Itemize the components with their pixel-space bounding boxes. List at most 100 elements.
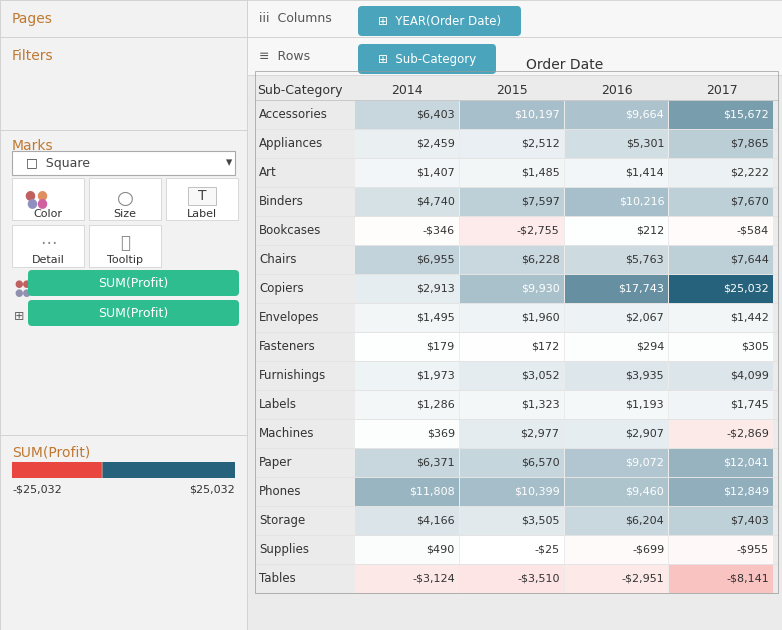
- Bar: [355, 536, 459, 564]
- Text: Label: Label: [187, 209, 217, 219]
- Bar: [101, 462, 103, 478]
- Text: 2016: 2016: [601, 84, 633, 97]
- Bar: [669, 391, 773, 419]
- Bar: [669, 449, 773, 477]
- Text: $12,849: $12,849: [723, 486, 769, 496]
- Bar: [565, 246, 669, 274]
- Text: ●: ●: [24, 188, 39, 202]
- Bar: [355, 188, 459, 216]
- Bar: [460, 536, 564, 564]
- Text: -$955: -$955: [737, 544, 769, 554]
- Text: ⊞  YEAR(Order Date): ⊞ YEAR(Order Date): [378, 14, 501, 28]
- Text: ⎕: ⎕: [120, 234, 130, 252]
- Text: $490: $490: [426, 544, 455, 554]
- Bar: [355, 333, 459, 361]
- FancyBboxPatch shape: [28, 270, 239, 296]
- Bar: [255, 71, 778, 593]
- Bar: [460, 275, 564, 303]
- Text: $10,197: $10,197: [514, 110, 559, 120]
- Text: SUM(Profit): SUM(Profit): [99, 277, 169, 290]
- Bar: [355, 101, 459, 129]
- Text: $6,228: $6,228: [521, 255, 559, 265]
- Text: $9,664: $9,664: [626, 110, 664, 120]
- FancyBboxPatch shape: [358, 44, 496, 74]
- Bar: [565, 362, 669, 390]
- Text: $6,403: $6,403: [416, 110, 455, 120]
- Bar: [669, 159, 773, 187]
- Bar: [669, 362, 773, 390]
- Text: Marks: Marks: [12, 139, 54, 153]
- Bar: [565, 478, 669, 506]
- Text: $369: $369: [427, 428, 455, 438]
- Text: Filters: Filters: [12, 49, 54, 63]
- Text: $1,442: $1,442: [730, 312, 769, 323]
- Bar: [89, 225, 161, 267]
- Bar: [565, 536, 669, 564]
- Text: ⊞  Sub-Category: ⊞ Sub-Category: [378, 52, 476, 66]
- Text: $3,052: $3,052: [521, 370, 559, 381]
- Text: $12,041: $12,041: [723, 457, 769, 467]
- Text: SUM(Profit): SUM(Profit): [12, 445, 90, 459]
- Bar: [0, 37, 247, 130]
- Text: $25,032: $25,032: [723, 284, 769, 294]
- Text: $4,740: $4,740: [416, 197, 455, 207]
- Text: $4,166: $4,166: [416, 515, 455, 525]
- Bar: [0, 435, 247, 630]
- Text: $15,672: $15,672: [723, 110, 769, 120]
- Bar: [12, 178, 84, 220]
- Text: □  Square: □ Square: [26, 156, 90, 169]
- Bar: [669, 507, 773, 535]
- Bar: [565, 565, 669, 593]
- Text: $3,935: $3,935: [626, 370, 664, 381]
- Text: $2,977: $2,977: [521, 428, 559, 438]
- Bar: [460, 304, 564, 332]
- Bar: [355, 478, 459, 506]
- Bar: [565, 420, 669, 448]
- Bar: [460, 101, 564, 129]
- Text: Binders: Binders: [259, 195, 304, 208]
- Text: $9,072: $9,072: [626, 457, 664, 467]
- Text: $2,907: $2,907: [626, 428, 664, 438]
- FancyBboxPatch shape: [358, 6, 521, 36]
- Bar: [0, 0, 247, 37]
- Text: -$3,510: -$3,510: [517, 573, 559, 583]
- Bar: [669, 275, 773, 303]
- Text: ●: ●: [37, 197, 48, 210]
- Text: $1,495: $1,495: [416, 312, 455, 323]
- Bar: [460, 246, 564, 274]
- Text: Accessories: Accessories: [259, 108, 328, 121]
- Text: $2,459: $2,459: [416, 139, 455, 149]
- Text: -$346: -$346: [422, 226, 455, 236]
- Text: Phones: Phones: [259, 485, 302, 498]
- Bar: [355, 565, 459, 593]
- Bar: [669, 420, 773, 448]
- Text: Supplies: Supplies: [259, 543, 309, 556]
- Text: -$25: -$25: [534, 544, 559, 554]
- Text: $6,371: $6,371: [416, 457, 455, 467]
- Text: $2,913: $2,913: [416, 284, 455, 294]
- Text: $7,597: $7,597: [521, 197, 559, 207]
- Text: $3,505: $3,505: [521, 515, 559, 525]
- Text: ●●: ●●: [14, 288, 31, 298]
- Bar: [103, 462, 235, 478]
- Bar: [460, 130, 564, 158]
- Bar: [669, 217, 773, 245]
- Text: $1,960: $1,960: [521, 312, 559, 323]
- Bar: [669, 130, 773, 158]
- Bar: [565, 159, 669, 187]
- Bar: [89, 178, 161, 220]
- Text: Machines: Machines: [259, 427, 314, 440]
- Bar: [247, 0, 782, 37]
- Bar: [460, 449, 564, 477]
- Text: Furnishings: Furnishings: [259, 369, 326, 382]
- Text: Storage: Storage: [259, 514, 305, 527]
- Bar: [565, 130, 669, 158]
- Text: $10,399: $10,399: [514, 486, 559, 496]
- Text: $10,216: $10,216: [619, 197, 664, 207]
- Text: $305: $305: [741, 341, 769, 352]
- Text: $1,414: $1,414: [626, 168, 664, 178]
- Bar: [355, 449, 459, 477]
- Text: $1,286: $1,286: [416, 399, 455, 410]
- Text: Fasteners: Fasteners: [259, 340, 316, 353]
- Text: -$3,124: -$3,124: [412, 573, 455, 583]
